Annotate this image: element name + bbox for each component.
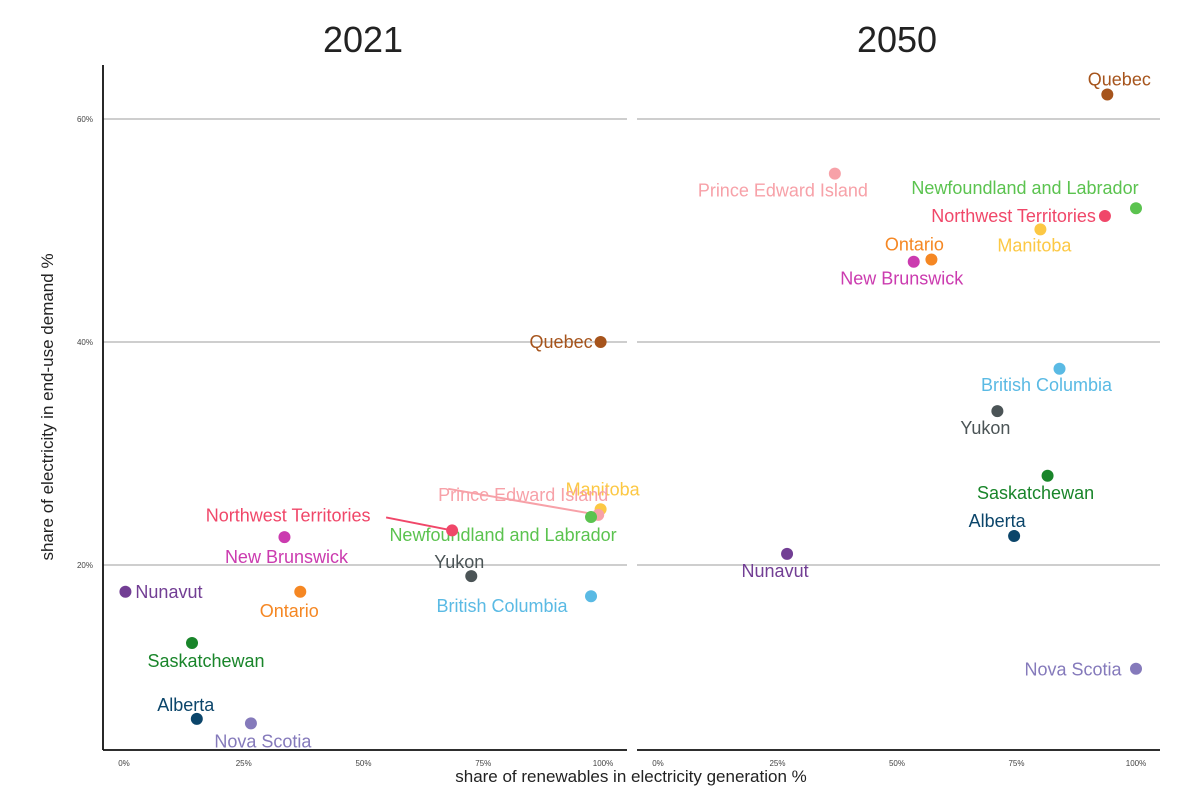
point-label-2050-prince-edward-island: Prince Edward Island <box>698 181 868 201</box>
point-label-2050-new-brunswick: New Brunswick <box>840 269 964 289</box>
point-2021-northwest-territories <box>446 524 459 537</box>
point-label-2050-quebec: Quebec <box>1088 69 1151 89</box>
point-2021-british-columbia <box>585 590 598 603</box>
x-tick-label: 25% <box>236 759 252 768</box>
point-label-2050-british-columbia: British Columbia <box>981 375 1113 395</box>
x-tick-label: 50% <box>889 759 905 768</box>
point-label-2021-nova-scotia: Nova Scotia <box>214 731 312 751</box>
point-label-2050-alberta: Alberta <box>969 511 1027 531</box>
point-label-2021-saskatchewan: Saskatchewan <box>147 651 264 671</box>
point-2050-nunavut <box>781 547 794 560</box>
facet-title-2021: 2021 <box>323 19 403 60</box>
chart-panels: 2021 20% 40% 60% 0% 25% 50% 75% 100% Quebec Manito… <box>77 19 1160 768</box>
point-label-2021-ontario: Ontario <box>260 601 319 621</box>
point-2050-nova-scotia <box>1130 662 1142 675</box>
point-label-2021-northwest-territories: Northwest Territories <box>206 505 371 525</box>
point-label-2050-manitoba: Manitoba <box>997 235 1072 255</box>
point-2050-alberta <box>1008 530 1021 543</box>
point-2050-british-columbia <box>1053 362 1066 375</box>
y-axis-label: share of electricity in end-use demand % <box>38 253 57 560</box>
facet-title-2050: 2050 <box>857 19 937 60</box>
x-tick-label: 25% <box>769 759 785 768</box>
x-tick-label: 0% <box>118 759 130 768</box>
point-label-2050-northwest-territories: Northwest Territories <box>931 206 1096 226</box>
point-label-2021-british-columbia: British Columbia <box>437 596 569 616</box>
label-connector-prince-edward-island <box>448 487 599 516</box>
point-2050-northwest-territories <box>1098 210 1111 223</box>
y-tick-label: 20% <box>77 561 93 570</box>
y-tick-label: 60% <box>77 115 93 124</box>
point-2021-quebec <box>594 336 607 348</box>
point-label-2021-new-brunswick: New Brunswick <box>225 547 349 567</box>
point-label-2021-prince-edward-island: Prince Edward Island <box>438 485 608 505</box>
point-label-2021-alberta: Alberta <box>157 695 215 715</box>
x-tick-label: 0% <box>652 759 664 768</box>
y-tick-label: 40% <box>77 338 93 347</box>
point-2050-quebec <box>1101 88 1114 101</box>
x-tick-label: 75% <box>1008 759 1024 768</box>
point-label-2021-yukon: Yukon <box>434 552 484 572</box>
label-connector-northwest-territories <box>385 516 453 532</box>
point-2050-newfoundland-and-labrador <box>1130 202 1142 215</box>
point-label-2050-newfoundland-and-labrador: Newfoundland and Labrador <box>911 178 1138 198</box>
point-2021-alberta <box>190 712 203 725</box>
x-tick-label: 50% <box>355 759 371 768</box>
point-label-2050-nova-scotia: Nova Scotia <box>1024 660 1122 680</box>
point-2050-manitoba <box>1034 223 1047 236</box>
x-axis-label: share of renewables in electricity gener… <box>455 767 807 786</box>
x-tick-label: 75% <box>475 759 491 768</box>
point-2021-yukon <box>465 570 478 583</box>
point-2050-prince-edward-island <box>828 167 841 180</box>
point-label-2021-nunavut: Nunavut <box>135 582 202 602</box>
point-2021-ontario <box>294 585 307 598</box>
point-label-2050-ontario: Ontario <box>885 234 944 254</box>
point-2050-new-brunswick <box>907 255 920 268</box>
point-label-2021-quebec: Quebec <box>530 332 593 352</box>
point-label-2021-manitoba: Manitoba <box>566 479 641 499</box>
point-label-2050-saskatchewan: Saskatchewan <box>977 483 1094 503</box>
point-label-2050-nunavut: Nunavut <box>742 561 809 581</box>
point-2021-nova-scotia <box>244 717 257 730</box>
point-2021-newfoundland-and-labrador <box>585 511 598 524</box>
point-2021-new-brunswick <box>278 531 291 544</box>
point-label-2021-newfoundland-and-labrador: Newfoundland and Labrador <box>389 525 616 545</box>
facet-2050: 2050 0% 25% 50% 75% 100% Quebec Prince Edward I… <box>637 19 1160 768</box>
facet-2021: 2021 20% 40% 60% 0% 25% 50% 75% 100% Quebec Manito… <box>77 19 641 768</box>
x-tick-label: 100% <box>1126 759 1146 768</box>
point-2050-yukon <box>991 405 1004 418</box>
point-label-2050-yukon: Yukon <box>960 418 1010 438</box>
point-2021-nunavut <box>119 585 132 598</box>
point-2050-ontario <box>925 253 938 266</box>
point-2021-saskatchewan <box>186 637 199 650</box>
x-tick-label: 100% <box>593 759 613 768</box>
point-2050-saskatchewan <box>1041 469 1054 482</box>
